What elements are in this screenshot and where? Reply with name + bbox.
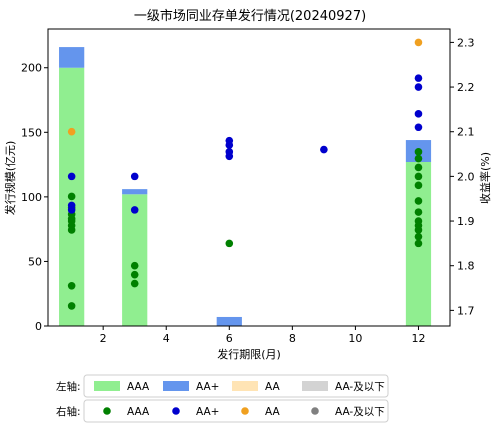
chart-title: 一级市场同业存单发行情况(20240927) <box>134 8 366 24</box>
point-AAA-3m-10 <box>130 270 139 279</box>
point-AAA-12m-18 <box>414 197 423 205</box>
point-AAA-12m-16 <box>414 172 423 181</box>
x-tick-label: 6 <box>226 332 233 345</box>
point-AAA-1m-8 <box>67 302 76 310</box>
point-AA+-12m-12 <box>414 110 423 118</box>
legend-point-swatch-AA <box>241 407 249 415</box>
y-axis-left-label: 发行规模(亿元) <box>3 141 17 216</box>
legend-bar-label-AA: AA <box>265 381 280 393</box>
bar-AA+-1m <box>59 47 85 68</box>
legend-bar-swatch-AA <box>232 381 258 391</box>
point-AAA-12m-14 <box>414 154 423 163</box>
point-AAA-12m-22 <box>414 226 423 234</box>
x-axis-label: 发行期限(月) <box>217 347 281 361</box>
point-AAA-12m-15 <box>414 163 423 172</box>
x-tick-label: 4 <box>163 332 170 345</box>
point-AAA-12m-23 <box>414 232 423 241</box>
x-tick-label: 8 <box>289 332 296 345</box>
y-right-tick-label: 2.1 <box>457 126 475 139</box>
y-axis-right-label: 收益率(%) <box>478 152 492 204</box>
plot-area <box>59 38 432 326</box>
point-AAA-12m-24 <box>414 239 423 248</box>
point-AAA-3m-11 <box>130 279 139 288</box>
y-left-tick-label: 50 <box>28 255 42 268</box>
point-AA-1m-0 <box>67 127 76 136</box>
point-AAA-12m-13 <box>414 148 423 156</box>
bar-AA+-3m <box>122 189 148 195</box>
y-right-tick-label: 2.3 <box>457 36 475 49</box>
legend-bar-swatch-AA+ <box>163 381 189 391</box>
y-right-tick-label: 2.0 <box>457 170 475 183</box>
legend-point-swatch-AA-及以下 <box>311 407 319 415</box>
legend-left-axis-label: 左轴: <box>56 380 81 393</box>
point-AAA-1m-7 <box>67 282 76 290</box>
y-left-tick-label: 100 <box>21 191 42 204</box>
legend-bar-label-AAA: AAA <box>127 381 150 393</box>
legend-point-swatch-AA+ <box>172 407 180 415</box>
legend-point-label-AA-及以下: AA-及以下 <box>335 406 385 418</box>
point-AA+-3m-3 <box>130 172 139 181</box>
y-left-tick-label: 150 <box>21 126 42 139</box>
legend-bar-swatch-AA-及以下 <box>302 381 328 391</box>
y-left-tick-label: 0 <box>35 320 42 333</box>
x-tick-label: 12 <box>411 332 425 345</box>
point-AA+-9m-9 <box>320 145 328 154</box>
legend-point-swatch-AAA <box>103 407 111 415</box>
legend-point-label-AAA: AAA <box>127 406 150 418</box>
plot-frame <box>47 28 451 327</box>
legend-point-label-AA+: AA+ <box>196 406 219 418</box>
legend-bar-label-AA-及以下: AA-及以下 <box>335 381 385 393</box>
y-right-tick-label: 2.2 <box>457 81 475 94</box>
point-AAA-6m-12 <box>225 239 234 248</box>
point-AA+-6m-8 <box>225 152 234 161</box>
point-AA+-12m-10 <box>414 74 423 82</box>
point-AAA-3m-9 <box>130 261 139 270</box>
legend-right-axis-label: 右轴: <box>56 405 81 418</box>
point-AA+-1m-0 <box>67 172 76 181</box>
point-AA-12m-1 <box>414 38 423 47</box>
x-tick-label: 10 <box>348 332 362 345</box>
legend-point-label-AA: AA <box>265 406 280 418</box>
y-right-tick-label: 1.7 <box>457 304 475 317</box>
legend-scatter: AAA AA+ AA AA-及以下 <box>103 406 385 418</box>
legend-bar-swatch-AAA <box>94 381 120 391</box>
y-left-tick-label: 200 <box>21 62 42 75</box>
bar-AAA-3m <box>122 194 148 326</box>
point-AAA-1m-0 <box>67 192 76 201</box>
point-AAA-1m-6 <box>67 226 76 234</box>
point-AAA-12m-17 <box>414 181 423 190</box>
x-tick-label: 2 <box>100 332 107 345</box>
y-right-tick-label: 1.9 <box>457 215 475 228</box>
y-right-tick-label: 1.8 <box>457 260 475 273</box>
point-AAA-12m-19 <box>414 208 423 216</box>
point-AA+-12m-13 <box>414 123 423 132</box>
legend-bars: AAA AA+ AA AA-及以下 <box>94 381 385 393</box>
point-AA+-6m-6 <box>225 141 234 149</box>
point-AA+-3m-4 <box>130 206 139 214</box>
point-AA+-1m-2 <box>67 206 76 214</box>
point-AA+-12m-11 <box>414 83 423 91</box>
bar-AA+-6m <box>216 316 242 326</box>
axes: 2 4 6 8 10 12 0 50 100 150 200 1.7 1.8 1.9 2.0 2.1 2.2 2.… <box>21 36 475 345</box>
legend-box-right <box>83 399 389 423</box>
legend-bar-label-AA+: AA+ <box>196 381 219 393</box>
